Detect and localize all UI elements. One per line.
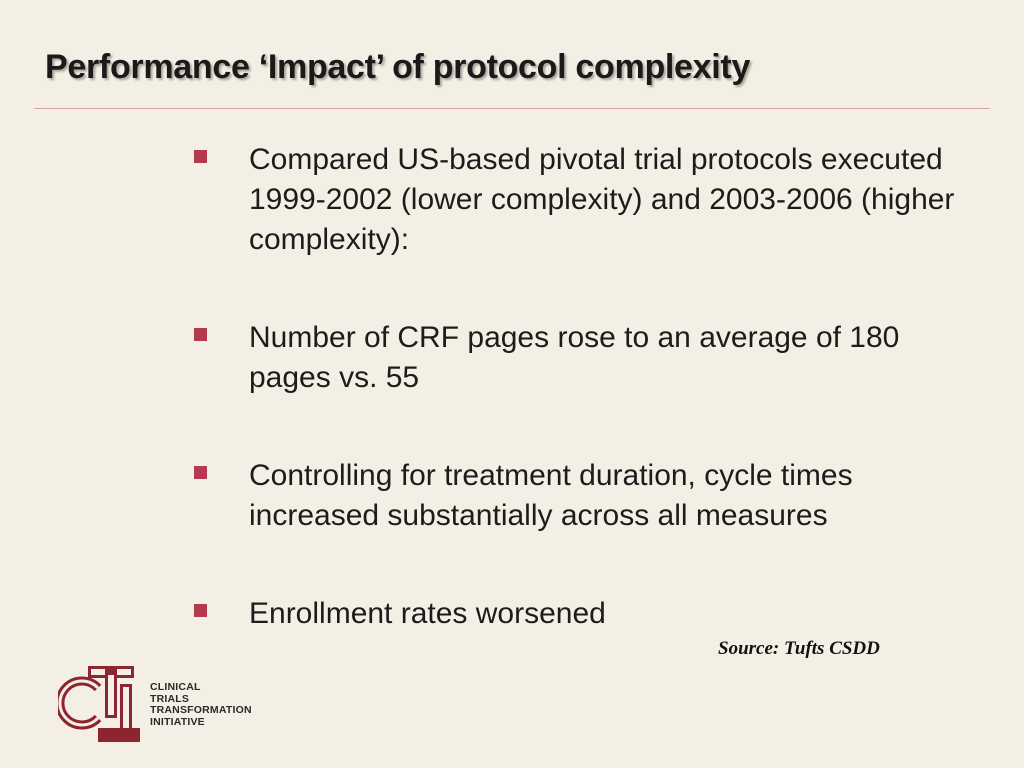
logo-line: CLINICAL xyxy=(150,681,201,693)
bullet-text: Compared US-based pivotal trial protocol… xyxy=(249,143,955,256)
bullet-item: Compared US-based pivotal trial protocol… xyxy=(190,140,970,260)
source-citation: Source: Tufts CSDD xyxy=(718,638,880,659)
logo-line: TRANSFORMATION xyxy=(150,704,252,716)
cti-logo: CLINICAL TRIALS TRANSFORMATION INITIATIV… xyxy=(58,662,268,746)
square-bullet-icon xyxy=(194,328,207,341)
cti-logo-icon xyxy=(58,666,140,742)
slide-title: Performance ‘Impact’ of protocol complex… xyxy=(45,48,751,86)
bullet-item: Controlling for treatment duration, cycl… xyxy=(190,456,970,536)
bullet-text: Number of CRF pages rose to an average o… xyxy=(249,321,900,394)
square-bullet-icon xyxy=(194,604,207,617)
logo-wordmark: CLINICAL TRIALS TRANSFORMATION INITIATIV… xyxy=(150,681,252,728)
bullet-text: Controlling for treatment duration, cycl… xyxy=(249,459,853,532)
logo-line: TRIALS xyxy=(150,692,190,705)
title-divider xyxy=(34,108,990,109)
bullet-item: Enrollment rates worsened xyxy=(190,594,970,634)
square-bullet-icon xyxy=(194,150,207,163)
bullet-item: Number of CRF pages rose to an average o… xyxy=(190,318,970,398)
bullet-text: Enrollment rates worsened xyxy=(249,597,606,630)
square-bullet-icon xyxy=(194,466,207,479)
logo-line: INITIATIVE xyxy=(150,715,205,728)
